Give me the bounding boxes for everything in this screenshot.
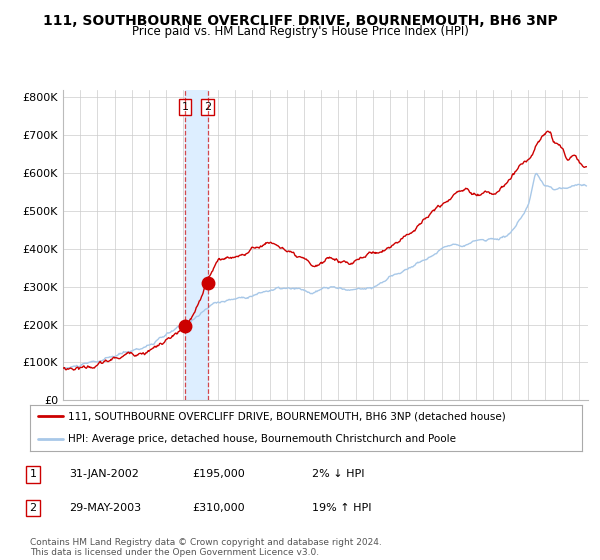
Text: £310,000: £310,000 <box>192 503 245 513</box>
Text: 19% ↑ HPI: 19% ↑ HPI <box>312 503 371 513</box>
Text: 2: 2 <box>29 503 37 513</box>
Text: 111, SOUTHBOURNE OVERCLIFF DRIVE, BOURNEMOUTH, BH6 3NP: 111, SOUTHBOURNE OVERCLIFF DRIVE, BOURNE… <box>43 14 557 28</box>
Text: 2: 2 <box>204 102 211 112</box>
Text: 1: 1 <box>181 102 188 112</box>
Bar <box>185 90 208 400</box>
Text: 1: 1 <box>29 469 37 479</box>
Text: 111, SOUTHBOURNE OVERCLIFF DRIVE, BOURNEMOUTH, BH6 3NP (detached house): 111, SOUTHBOURNE OVERCLIFF DRIVE, BOURNE… <box>68 412 505 421</box>
Text: 31-JAN-2002: 31-JAN-2002 <box>69 469 139 479</box>
Text: HPI: Average price, detached house, Bournemouth Christchurch and Poole: HPI: Average price, detached house, Bour… <box>68 435 455 444</box>
Text: £195,000: £195,000 <box>192 469 245 479</box>
Text: Contains HM Land Registry data © Crown copyright and database right 2024.
This d: Contains HM Land Registry data © Crown c… <box>30 538 382 557</box>
Text: 2% ↓ HPI: 2% ↓ HPI <box>312 469 365 479</box>
Text: Price paid vs. HM Land Registry's House Price Index (HPI): Price paid vs. HM Land Registry's House … <box>131 25 469 38</box>
Text: 29-MAY-2003: 29-MAY-2003 <box>69 503 141 513</box>
